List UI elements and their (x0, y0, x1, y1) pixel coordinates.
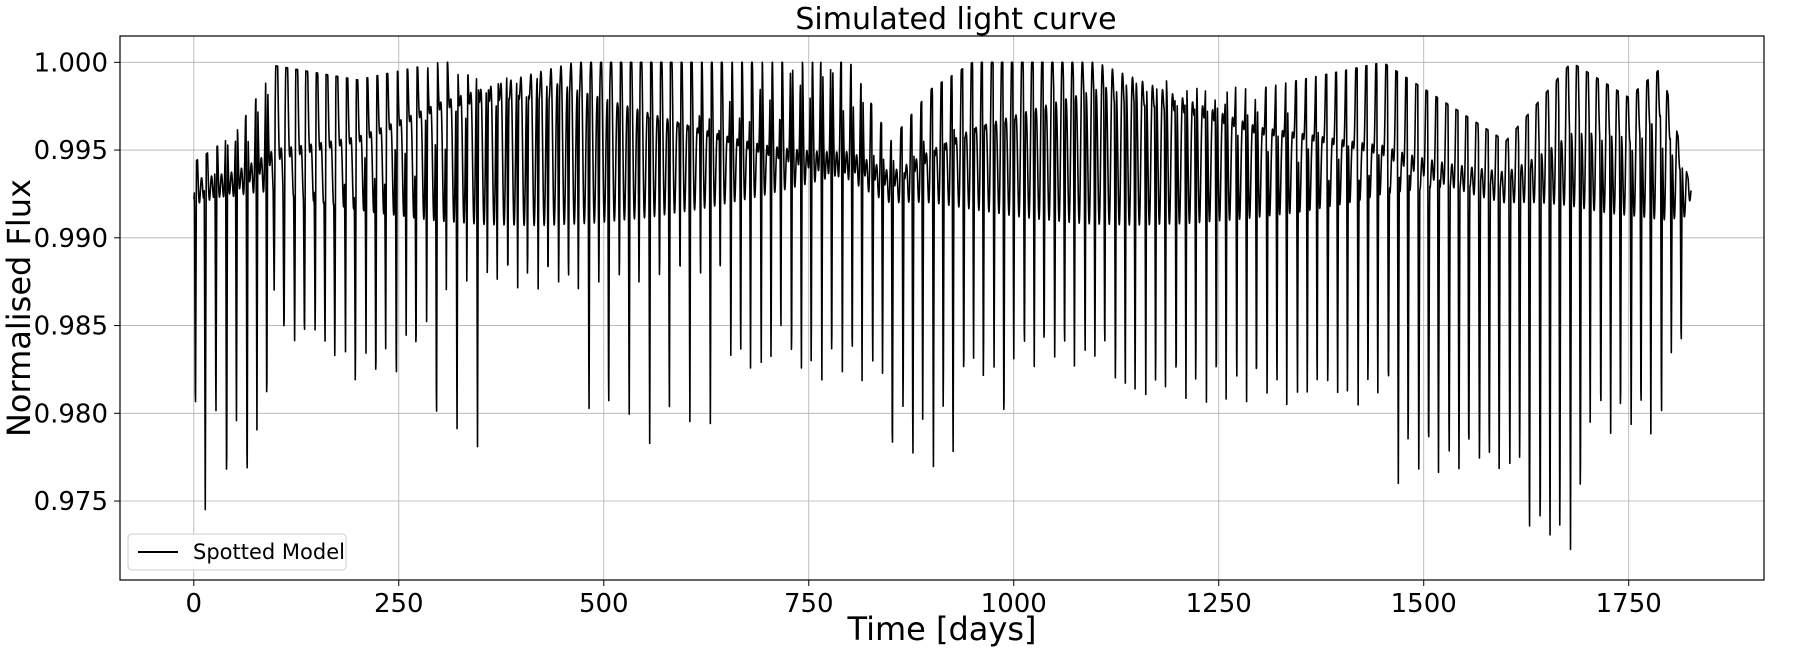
legend-label-spotted-model: Spotted Model (193, 540, 345, 564)
x-tick-label: 1000 (981, 589, 1047, 619)
x-tick-label: 250 (374, 589, 424, 619)
series-line-spotted-model (193, 61, 1692, 551)
x-tick-label: 500 (579, 589, 629, 619)
y-axis-ticks: 0.975 0.980 0.985 0.990 0.995 1.000 (34, 48, 120, 517)
chart-title: Simulated light curve (795, 2, 1116, 37)
legend: Spotted Model (127, 533, 347, 571)
legend-box (127, 533, 347, 571)
y-tick-label: 0.985 (34, 312, 108, 342)
x-tick-label: 1500 (1391, 589, 1457, 619)
y-tick-label: 0.990 (34, 224, 108, 254)
x-axis-ticks: 0 250 500 750 1000 1250 1500 1750 (186, 580, 1662, 619)
plot-area-frame (119, 35, 1765, 581)
x-axis-label: Time [days] (847, 610, 1037, 648)
x-tick-label: 750 (784, 589, 834, 619)
x-tick-label: 1750 (1596, 589, 1662, 619)
x-tick-label: 1250 (1186, 589, 1252, 619)
y-tick-label: 0.975 (34, 487, 108, 517)
series-line-layer (193, 61, 1692, 551)
y-tick-label: 0.980 (34, 399, 108, 429)
x-tick-label: 0 (186, 589, 203, 619)
y-tick-label: 0.995 (34, 136, 108, 166)
y-tick-label: 1.000 (34, 48, 108, 78)
y-axis-label: Normalised Flux (0, 179, 38, 437)
